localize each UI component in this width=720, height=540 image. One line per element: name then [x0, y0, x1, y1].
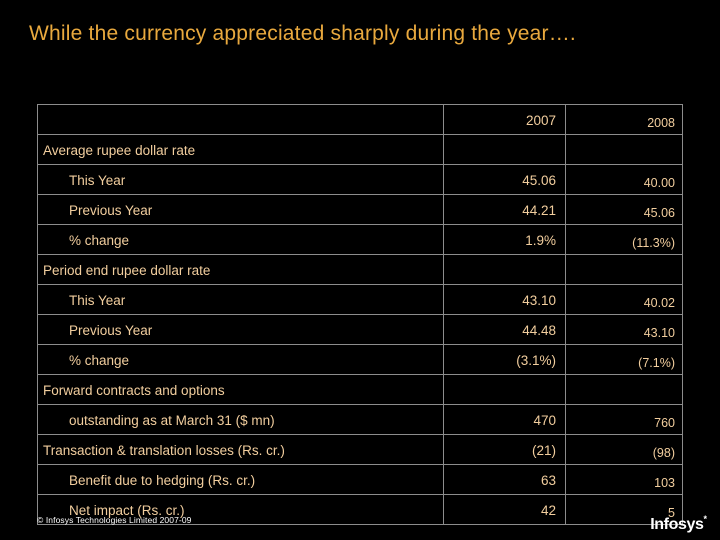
row-label: Transaction & translation losses (Rs. cr… — [37, 434, 444, 465]
currency-rates-table: 2007 2008 Average rupee dollar rate This … — [37, 104, 683, 525]
table-row: Previous Year 44.21 45.06 — [37, 194, 683, 225]
value-2007 — [443, 374, 566, 405]
value-2007: 43.10 — [443, 284, 566, 315]
row-label: outstanding as at March 31 ($ mn) — [37, 404, 444, 435]
row-label: Previous Year — [37, 194, 444, 225]
value-2007: 44.48 — [443, 314, 566, 345]
infosys-logo-star-icon: * — [703, 514, 707, 524]
row-label: Forward contracts and options — [37, 374, 444, 405]
value-2007: 470 — [443, 404, 566, 435]
value-2008: (7.1%) — [565, 344, 683, 375]
value-2007: 63 — [443, 464, 566, 495]
table-row: % change (3.1%) (7.1%) — [37, 344, 683, 375]
value-2008: 45.06 — [565, 194, 683, 225]
value-2008: 760 — [565, 404, 683, 435]
table-row: Transaction & translation losses (Rs. cr… — [37, 434, 683, 465]
row-label: Average rupee dollar rate — [37, 134, 444, 165]
value-2007 — [443, 134, 566, 165]
row-label: This Year — [37, 284, 444, 315]
value-2008: 40.02 — [565, 284, 683, 315]
column-header-2007: 2007 — [443, 104, 566, 135]
value-2007: 1.9% — [443, 224, 566, 255]
table-row: Net impact (Rs. cr.) 42 5 — [37, 494, 683, 525]
table-row: This Year 43.10 40.02 — [37, 284, 683, 315]
value-2008 — [565, 374, 683, 405]
value-2008: 5 — [565, 494, 683, 525]
infosys-logo: Infosys* — [650, 509, 707, 535]
row-label: % change — [37, 224, 444, 255]
value-2007: (21) — [443, 434, 566, 465]
table-row: This Year 45.06 40.00 — [37, 164, 683, 195]
value-2008 — [565, 134, 683, 165]
infosys-logo-text: Infosys — [650, 516, 704, 533]
row-label: Previous Year — [37, 314, 444, 345]
row-label: This Year — [37, 164, 444, 195]
value-2007: 44.21 — [443, 194, 566, 225]
table-row: Period end rupee dollar rate — [37, 254, 683, 285]
table-row: outstanding as at March 31 ($ mn) 470 760 — [37, 404, 683, 435]
table-header-row: 2007 2008 — [37, 104, 683, 135]
value-2007: 45.06 — [443, 164, 566, 195]
value-2007: (3.1%) — [443, 344, 566, 375]
table-row: Previous Year 44.48 43.10 — [37, 314, 683, 345]
value-2008: (98) — [565, 434, 683, 465]
value-2007: 42 — [443, 494, 566, 525]
value-2008: 40.00 — [565, 164, 683, 195]
column-header-empty — [37, 104, 444, 135]
value-2007 — [443, 254, 566, 285]
row-label: Period end rupee dollar rate — [37, 254, 444, 285]
value-2008 — [565, 254, 683, 285]
table-body: Average rupee dollar rate This Year 45.06 4… — [37, 134, 683, 525]
slide-title: While the currency appreciated sharply d… — [29, 22, 576, 45]
table-row: % change 1.9% (11.3%) — [37, 224, 683, 255]
row-label: Net impact (Rs. cr.) — [37, 494, 444, 525]
row-label: Benefit due to hedging (Rs. cr.) — [37, 464, 444, 495]
table-row: Benefit due to hedging (Rs. cr.) 63 103 — [37, 464, 683, 495]
column-header-2008: 2008 — [565, 104, 683, 135]
value-2008: 43.10 — [565, 314, 683, 345]
table-row: Average rupee dollar rate — [37, 134, 683, 165]
table-row: Forward contracts and options — [37, 374, 683, 405]
value-2008: 103 — [565, 464, 683, 495]
row-label: % change — [37, 344, 444, 375]
value-2008: (11.3%) — [565, 224, 683, 255]
copyright-text: © Infosys Technologies Limited 2007-09 — [37, 515, 192, 525]
